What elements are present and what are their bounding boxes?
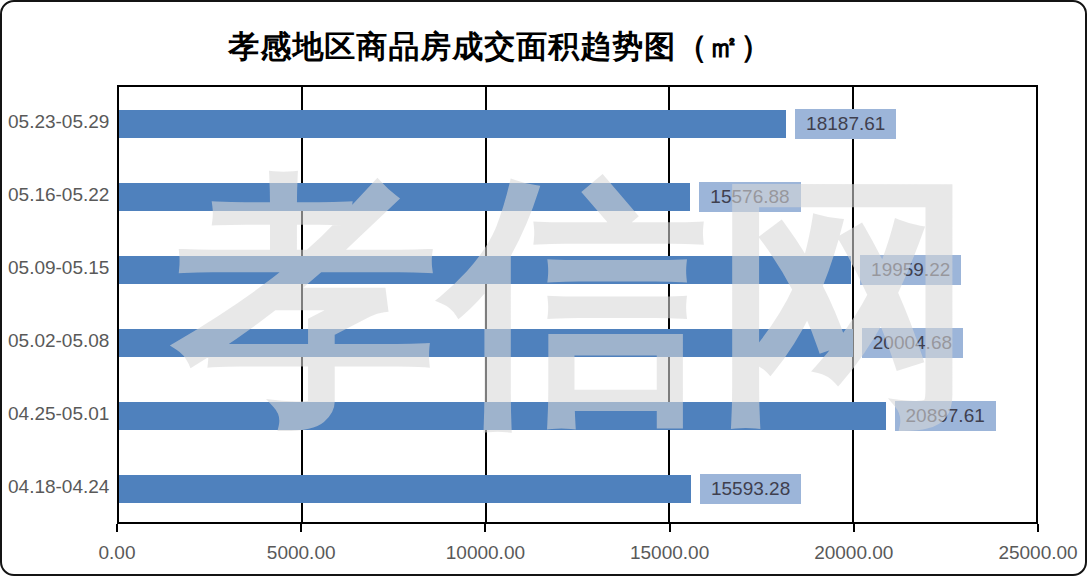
bar-05.16-05.22[interactable]	[119, 183, 690, 211]
bar-value-label: 20004.68	[862, 328, 963, 358]
y-axis-label: 05.09-05.15	[8, 257, 108, 279]
x-axis-label: 10000.00	[446, 542, 525, 564]
gridline	[852, 87, 854, 522]
y-axis-label: 05.16-05.22	[8, 184, 108, 206]
bar-value-label: 19959.22	[860, 255, 961, 285]
plot-area: 18187.61 15576.88 19959.22 20004.68 20897.61…	[117, 85, 1038, 524]
x-axis-tick	[1037, 524, 1039, 532]
x-axis-label: 15000.00	[630, 542, 709, 564]
gridline	[668, 87, 670, 522]
y-axis-label: 04.25-05.01	[8, 403, 108, 425]
chart-frame: 孝感地区商品房成交面积趋势图（㎡） 18187.61 15576.88 19959.…	[0, 0, 1087, 576]
x-axis-tick	[116, 524, 118, 532]
bar-05.23-05.29[interactable]	[119, 110, 786, 138]
bar-04.25-05.01[interactable]	[119, 402, 886, 430]
bar-04.18-04.24[interactable]	[119, 475, 691, 503]
bar-value-label: 18187.61	[795, 109, 896, 139]
bar-value-label: 20897.61	[895, 401, 996, 431]
y-axis-label: 05.23-05.29	[8, 111, 108, 133]
chart-title: 孝感地区商品房成交面积趋势图（㎡）	[2, 26, 998, 68]
gridline	[485, 87, 487, 522]
bar-05.09-05.15[interactable]	[119, 256, 851, 284]
bar-value-label: 15593.28	[700, 474, 801, 504]
bar-05.02-05.08[interactable]	[119, 329, 853, 357]
x-axis-tick	[669, 524, 671, 532]
gridline	[301, 87, 303, 522]
x-axis-tick	[300, 524, 302, 532]
x-axis-label: 20000.00	[814, 542, 893, 564]
y-axis-label: 04.18-04.24	[8, 476, 108, 498]
x-axis-label: 5000.00	[267, 542, 336, 564]
y-axis-label: 05.02-05.08	[8, 330, 108, 352]
x-axis-label: 25000.00	[998, 542, 1077, 564]
x-axis-label: 0.00	[99, 542, 136, 564]
x-axis-tick	[484, 524, 486, 532]
bar-value-label: 15576.88	[699, 182, 800, 212]
x-axis-tick	[853, 524, 855, 532]
